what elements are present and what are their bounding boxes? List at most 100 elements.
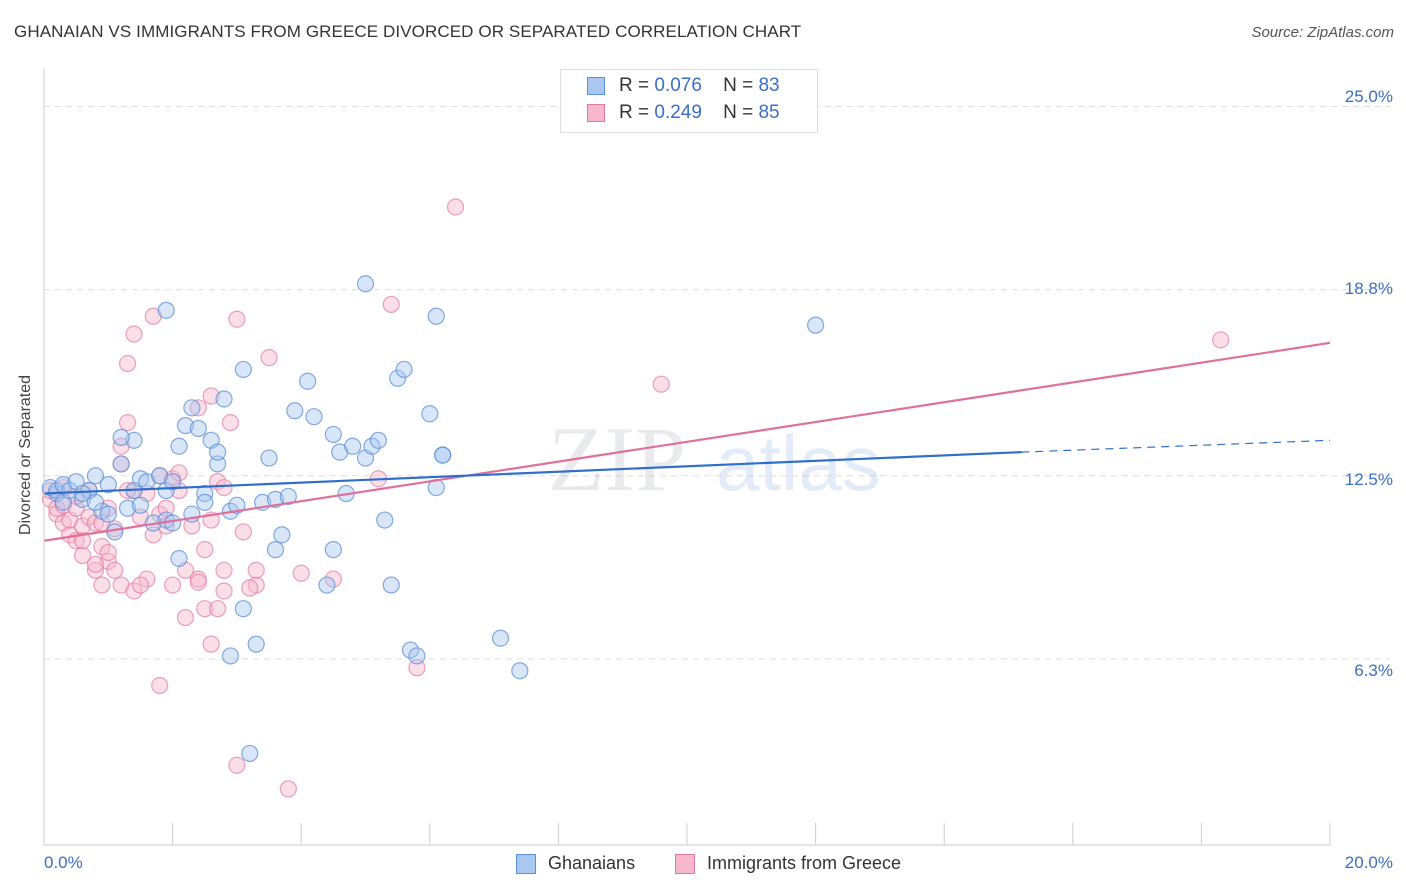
data-point-immigrants-from-greece — [144, 526, 162, 544]
data-point-immigrants-from-greece — [189, 399, 207, 417]
data-point-immigrants-from-greece — [221, 414, 240, 432]
data-point-immigrants-from-greece — [196, 600, 214, 618]
series-legend: Ghanaians Immigrants from Greece — [0, 851, 1406, 877]
data-point-ghanaians — [131, 496, 150, 514]
r-value: 0.249 — [654, 102, 702, 123]
data-point-immigrants-from-greece — [73, 532, 92, 550]
data-point-ghanaians — [189, 419, 207, 438]
data-point-ghanaians — [99, 476, 117, 494]
data-point-ghanaians — [221, 647, 240, 665]
n-label: N = — [723, 102, 754, 123]
data-point-ghanaians — [395, 360, 413, 379]
data-point-ghanaians — [209, 443, 227, 461]
data-point-ghanaians — [112, 428, 130, 446]
data-point-immigrants-from-greece — [106, 561, 124, 579]
data-point-immigrants-from-greece — [202, 387, 220, 405]
data-point-immigrants-from-greece — [151, 676, 169, 695]
data-point-ghanaians — [266, 490, 285, 508]
data-point-ghanaians — [209, 455, 227, 473]
data-point-ghanaians — [356, 275, 375, 293]
data-point-ghanaians — [164, 473, 182, 491]
data-point-immigrants-from-greece — [228, 310, 246, 328]
data-point-ghanaians — [389, 369, 407, 387]
data-point-immigrants-from-greece — [118, 414, 137, 432]
data-point-immigrants-from-greece — [446, 198, 465, 216]
data-point-ghanaians — [157, 301, 175, 319]
data-point-ghanaians — [511, 662, 529, 680]
data-point-immigrants-from-greece — [86, 561, 105, 579]
data-point-ghanaians — [196, 493, 214, 511]
ghanaians-swatch — [587, 77, 605, 95]
data-point-ghanaians — [118, 499, 137, 517]
y-tick-label: 25.0% — [1344, 87, 1393, 106]
legend-label: Ghanaians — [548, 853, 636, 873]
data-point-ghanaians — [106, 523, 124, 541]
data-point-ghanaians — [260, 449, 278, 467]
data-point-immigrants-from-greece — [215, 582, 233, 600]
data-point-ghanaians — [73, 484, 92, 503]
ghanaians-swatch — [516, 854, 536, 874]
trend-line-ghanaians — [43, 451, 1022, 495]
chart-title: GHANAIAN VS IMMIGRANTS FROM GREECE DIVOR… — [14, 22, 802, 41]
data-point-ghanaians — [125, 431, 143, 449]
data-point-immigrants-from-greece — [324, 570, 342, 588]
data-point-immigrants-from-greece — [131, 576, 150, 594]
data-point-ghanaians — [299, 372, 317, 390]
data-point-ghanaians — [382, 576, 400, 594]
x-tick-label: 0.0% — [44, 853, 83, 872]
data-point-immigrants-from-greece — [93, 538, 111, 556]
data-point-immigrants-from-greece — [99, 552, 117, 571]
data-point-ghanaians — [344, 437, 362, 455]
data-point-immigrants-from-greece — [279, 780, 297, 798]
data-point-ghanaians — [170, 437, 188, 455]
data-point-ghanaians — [286, 402, 304, 420]
data-point-ghanaians — [266, 541, 285, 559]
data-point-ghanaians — [157, 481, 175, 500]
data-point-immigrants-from-greece — [118, 354, 137, 373]
data-point-immigrants-from-greece — [215, 478, 233, 497]
data-point-ghanaians — [196, 484, 214, 503]
data-point-immigrants-from-greece — [1212, 331, 1230, 349]
data-point-ghanaians — [318, 576, 336, 594]
data-point-immigrants-from-greece — [382, 295, 400, 314]
data-point-ghanaians — [112, 455, 130, 473]
data-point-immigrants-from-greece — [138, 570, 156, 588]
data-point-immigrants-from-greece — [241, 579, 259, 597]
data-point-ghanaians — [183, 399, 201, 417]
data-point-ghanaians — [86, 467, 105, 485]
data-point-ghanaians — [170, 549, 188, 568]
data-point-ghanaians — [234, 600, 252, 618]
r-label: R = — [619, 102, 650, 123]
data-point-ghanaians — [273, 526, 291, 544]
data-point-ghanaians — [215, 390, 233, 408]
data-point-immigrants-from-greece — [292, 564, 310, 582]
y-tick-label: 6.3% — [1354, 661, 1393, 680]
data-point-immigrants-from-greece — [228, 756, 246, 774]
data-point-ghanaians — [324, 425, 342, 444]
data-point-ghanaians — [491, 629, 510, 647]
data-point-immigrants-from-greece — [170, 464, 188, 482]
data-point-ghanaians — [369, 431, 387, 449]
legend-label: Immigrants from Greece — [707, 853, 902, 873]
data-point-ghanaians — [176, 416, 195, 435]
trend-lines — [43, 341, 1331, 542]
immigrants-from-greece-swatch — [675, 854, 695, 874]
data-point-ghanaians — [363, 437, 381, 455]
data-point-immigrants-from-greece — [99, 543, 117, 562]
data-point-immigrants-from-greece — [196, 541, 214, 559]
data-point-immigrants-from-greece — [260, 349, 278, 367]
data-point-ghanaians — [376, 511, 394, 529]
y-tick-label: 12.5% — [1344, 470, 1393, 489]
data-point-ghanaians — [61, 481, 79, 500]
data-point-immigrants-from-greece — [234, 523, 252, 541]
x-tick-label: 20.0% — [1344, 853, 1393, 872]
data-point-immigrants-from-greece — [209, 600, 227, 618]
n-value: 83 — [758, 75, 780, 96]
data-point-ghanaians — [421, 405, 439, 423]
data-point-immigrants-from-greece — [125, 325, 143, 343]
n-label: N = — [723, 75, 754, 96]
watermark: ZIP atlas — [548, 408, 881, 510]
grid-lines — [44, 106, 1390, 660]
data-point-ghanaians — [305, 408, 323, 426]
data-point-immigrants-from-greece — [215, 561, 233, 579]
